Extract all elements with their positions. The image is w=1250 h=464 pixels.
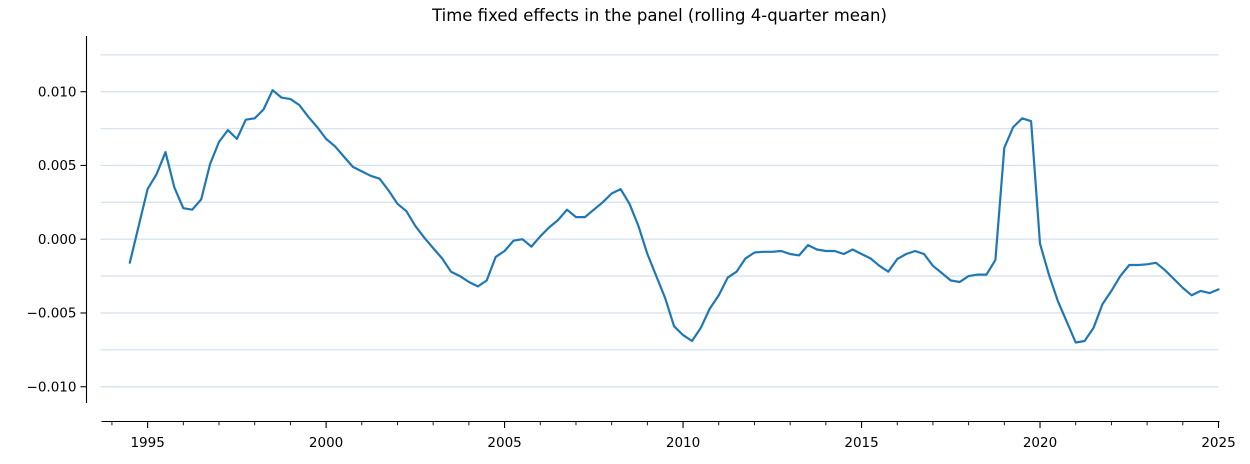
y-tick-label: −0.005 — [27, 306, 77, 322]
y-tick-label: 0.005 — [38, 158, 77, 174]
x-tick-label: 2005 — [487, 435, 521, 451]
x-tick-label: 2020 — [1023, 435, 1057, 451]
y-tick-label: −0.010 — [27, 379, 77, 395]
y-tick-label: 0.010 — [38, 84, 77, 100]
x-tick-label: 2025 — [1201, 435, 1235, 451]
x-tick-label: 2015 — [844, 435, 878, 451]
x-tick-label: 1995 — [130, 435, 164, 451]
series-line — [128, 89, 1220, 344]
chart-title: Time fixed effects in the panel (rolling… — [432, 6, 887, 25]
y-tick-label: 0.000 — [38, 232, 77, 248]
x-tick-label: 2000 — [309, 435, 343, 451]
x-tick-label: 2010 — [666, 435, 700, 451]
